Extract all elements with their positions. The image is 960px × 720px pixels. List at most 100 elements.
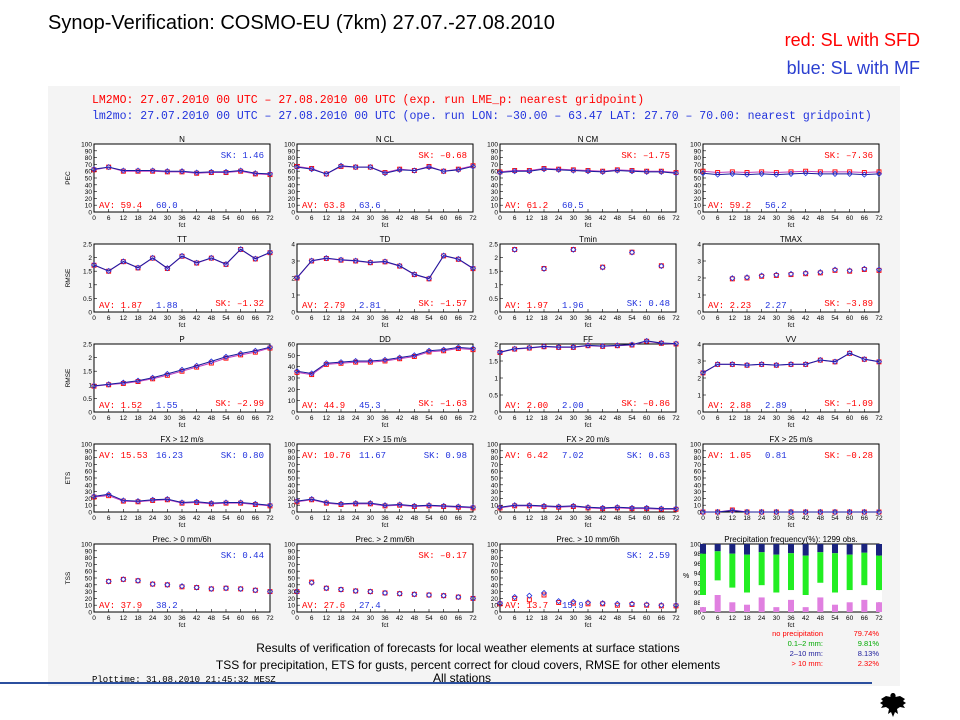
av-blue-label: 60.5 — [562, 201, 584, 211]
sk-label: SK: 0.48 — [627, 299, 670, 309]
x-tick-label: 60 — [440, 215, 448, 222]
x-tick-label: 42 — [599, 215, 607, 222]
point-blue — [252, 347, 259, 354]
x-tick-label: 6 — [310, 615, 314, 622]
av-blue-label: 16.23 — [156, 451, 183, 461]
point-blue — [293, 164, 301, 171]
x-tick-label: 72 — [875, 415, 883, 422]
y-tick-label: 100 — [487, 442, 498, 449]
x-axis-label: fct — [382, 622, 389, 629]
point-red — [223, 355, 229, 361]
bar-2-10mm — [788, 590, 794, 600]
x-tick-label: 12 — [526, 315, 534, 322]
y-tick-label: 30 — [491, 589, 499, 596]
x-tick-label: 54 — [425, 415, 433, 422]
point-blue — [584, 168, 592, 175]
x-tick-label: 6 — [107, 515, 111, 522]
plot-area — [499, 143, 677, 213]
x-tick-label: 48 — [411, 515, 419, 522]
y-tick-label: 1.5 — [83, 369, 92, 376]
panel-title: P — [179, 335, 184, 344]
point-blue — [252, 587, 259, 594]
av-red-label: AV: 1.87 — [99, 301, 142, 311]
x-tick-label: 18 — [134, 615, 142, 622]
x-tick-label: 72 — [672, 415, 680, 422]
x-tick-label: 24 — [758, 615, 766, 622]
point-blue — [222, 261, 230, 268]
x-tick-label: 36 — [787, 315, 795, 322]
point-blue — [875, 508, 883, 516]
point-blue — [134, 498, 142, 505]
point-blue — [758, 361, 765, 368]
y-tick-label: 0.5 — [83, 296, 92, 303]
series-line — [296, 498, 474, 508]
point-blue — [729, 507, 736, 514]
series-line — [499, 340, 677, 353]
x-tick-label: 30 — [773, 515, 781, 522]
point-blue — [266, 588, 274, 595]
point-blue — [411, 167, 418, 174]
x-tick-label: 54 — [425, 615, 433, 622]
federal-eagle-icon — [880, 693, 906, 717]
point-blue — [425, 347, 433, 354]
y-tick-label: 1.5 — [489, 359, 498, 366]
x-tick-label: 6 — [716, 215, 720, 222]
point-blue — [729, 170, 736, 177]
bar-2-10mm — [758, 585, 765, 598]
point-blue — [511, 593, 518, 601]
point-red — [512, 595, 518, 601]
point-blue — [672, 170, 680, 177]
point-blue — [469, 163, 477, 170]
bar-no-precip — [714, 595, 721, 612]
x-tick-label: 48 — [411, 315, 419, 322]
point-blue — [208, 168, 215, 175]
point-blue — [352, 257, 359, 264]
y-tick-label: 20 — [694, 496, 702, 503]
av-blue-label: 7.02 — [562, 451, 584, 461]
sk-label: SK: 1.46 — [221, 151, 264, 161]
y-tick-label: 0.5 — [83, 396, 92, 403]
x-tick-label: 12 — [729, 215, 737, 222]
x-axis-label: fct — [585, 322, 592, 329]
point-red — [338, 360, 344, 366]
x-tick-label: 6 — [107, 415, 111, 422]
point-blue — [743, 362, 751, 369]
point-blue — [411, 271, 418, 278]
x-tick-label: 24 — [352, 215, 360, 222]
x-tick-label: 66 — [861, 515, 869, 522]
x-tick-label: 0 — [295, 415, 299, 422]
point-blue — [178, 168, 186, 175]
point-blue — [846, 170, 853, 177]
bar-0-2mm — [758, 552, 765, 586]
x-tick-label: 12 — [729, 415, 737, 422]
y-tick-label: 0 — [88, 510, 92, 517]
legend-value: 2.32% — [858, 659, 880, 668]
point-blue — [570, 246, 577, 253]
x-tick-label: 42 — [193, 315, 201, 322]
y-tick-label: 100 — [81, 442, 92, 449]
y-tick-label: 70 — [85, 462, 93, 469]
x-tick-label: 12 — [120, 515, 128, 522]
point-blue — [308, 496, 315, 503]
bar-gt10 — [714, 544, 721, 552]
x-tick-label: 30 — [367, 415, 375, 422]
av-red-label: AV: 10.76 — [302, 451, 351, 461]
y-tick-label: 90 — [288, 448, 296, 455]
point-blue — [337, 256, 345, 263]
point-blue — [802, 170, 809, 177]
point-blue — [440, 168, 447, 175]
x-tick-label: 60 — [237, 215, 245, 222]
y-tick-label: 60 — [288, 342, 296, 349]
x-tick-label: 12 — [729, 515, 737, 522]
y-tick-label: 70 — [694, 162, 702, 169]
y-tick-label: 90 — [491, 448, 499, 455]
panel-title: Prec. > 0 mm/6h — [153, 535, 212, 544]
bar-gt10 — [700, 544, 706, 554]
x-tick-label: 6 — [310, 515, 314, 522]
x-tick-label: 60 — [440, 615, 448, 622]
x-tick-label: 18 — [540, 415, 548, 422]
x-tick-label: 48 — [817, 515, 825, 522]
